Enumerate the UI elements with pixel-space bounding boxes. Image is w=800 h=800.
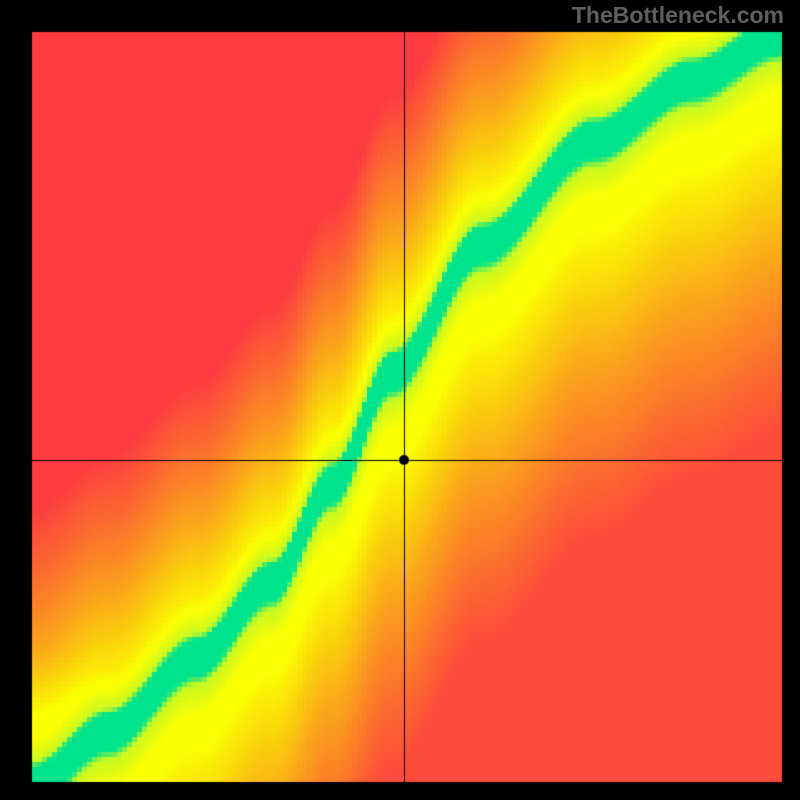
bottleneck-heatmap: [0, 0, 800, 800]
chart-root: TheBottleneck.com: [0, 0, 800, 800]
